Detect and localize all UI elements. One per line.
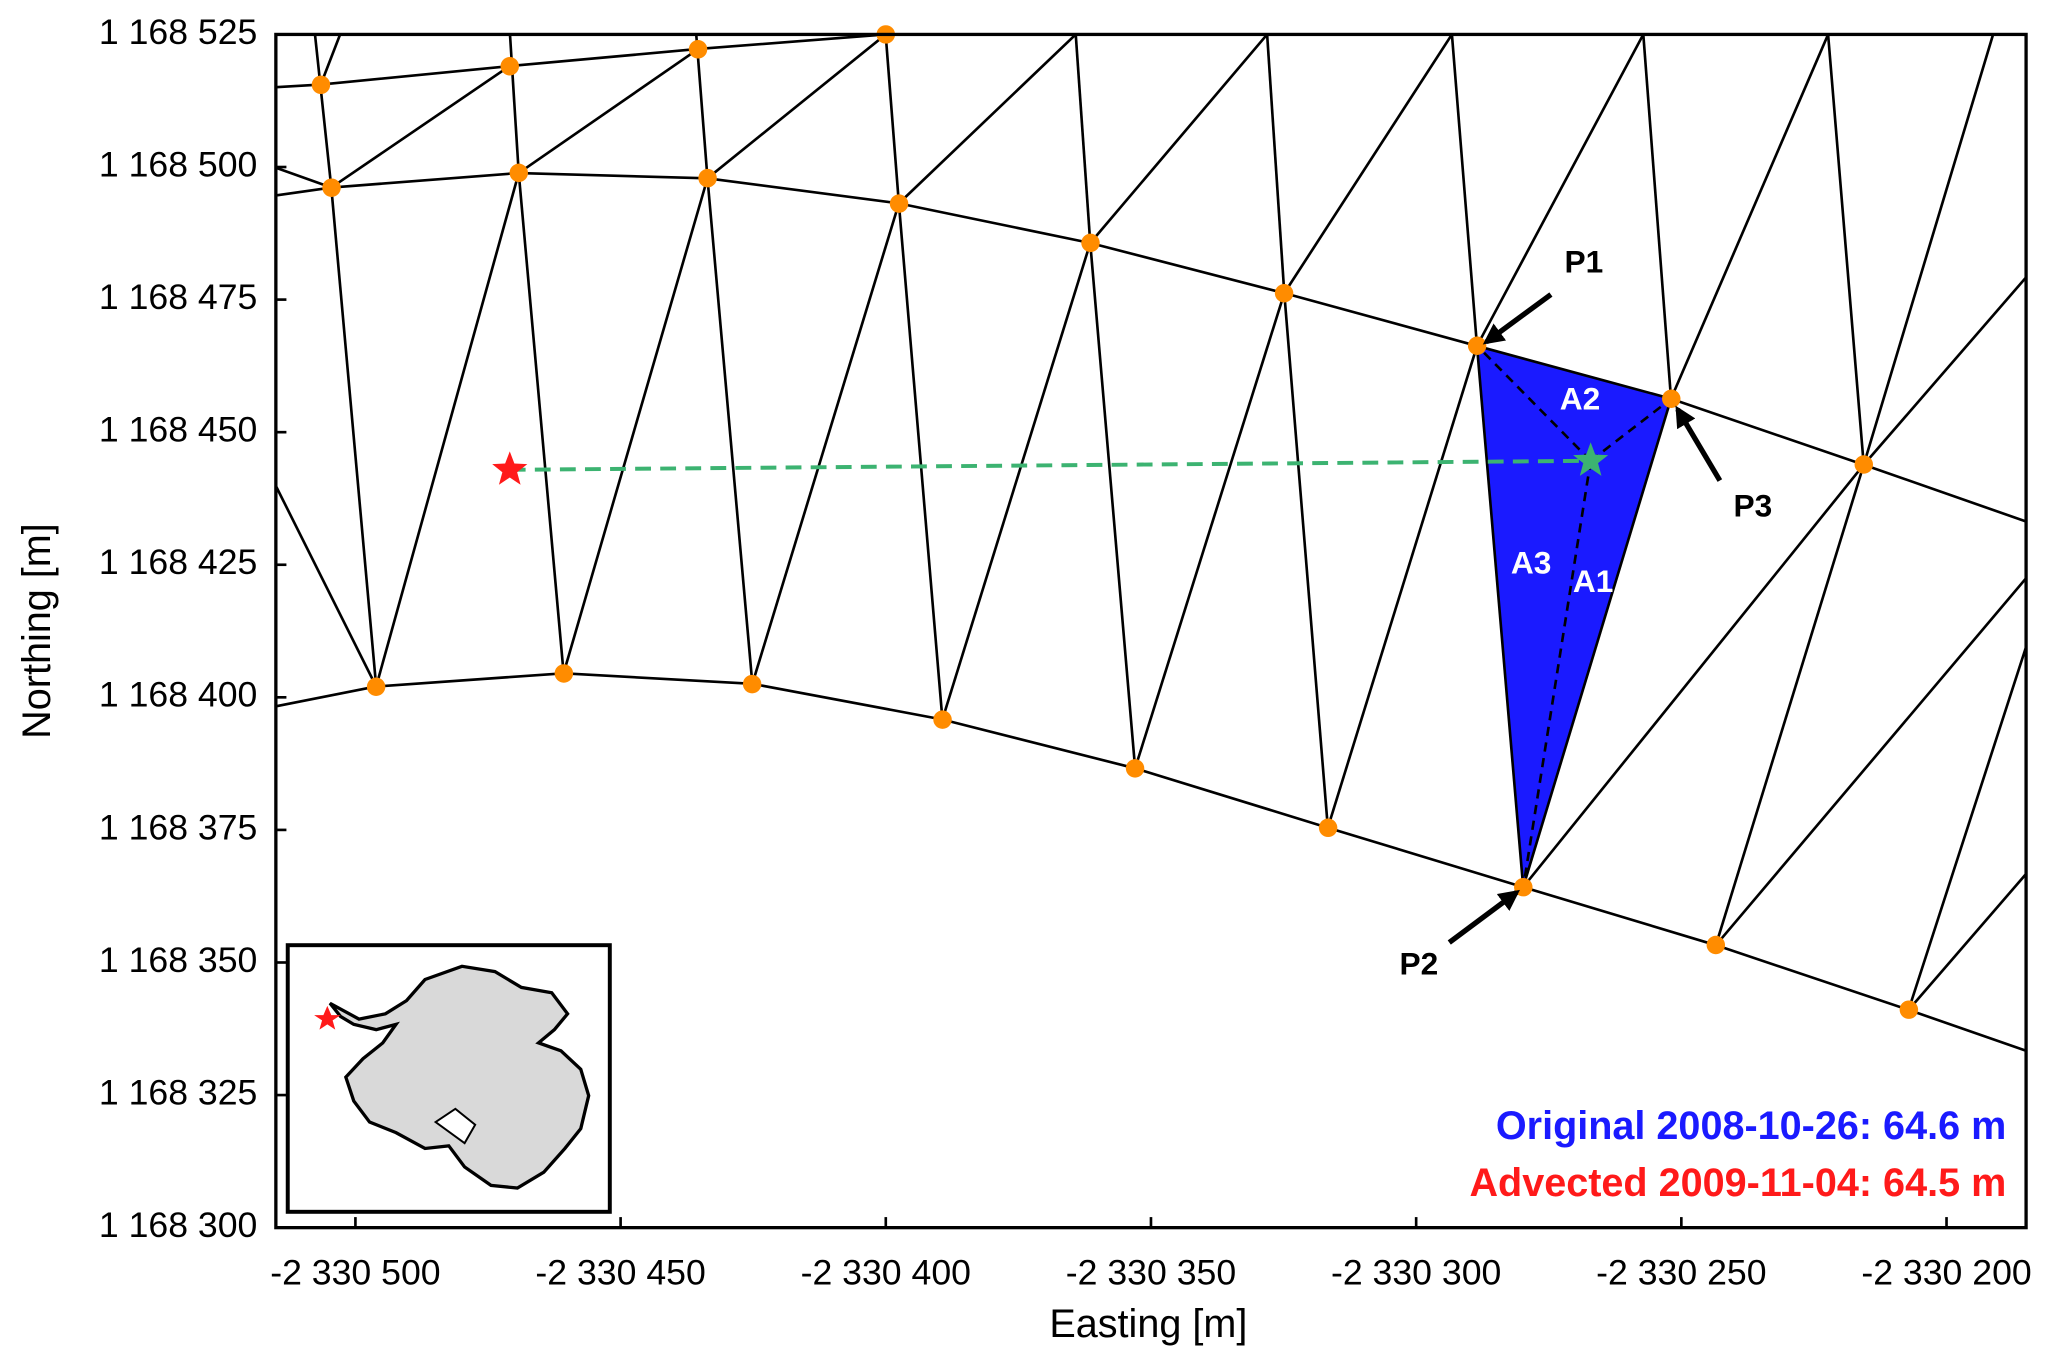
y-tick-label: 1 168 350 [99,940,258,980]
mesh-node [742,674,762,694]
mesh-node [322,178,341,197]
y-tick-label: 1 168 475 [99,277,258,317]
mesh-node [1467,336,1487,355]
original-point [1573,442,1609,476]
y-tick-label: 1 168 375 [99,807,258,847]
mesh-node [1899,1000,1919,1019]
mesh-node [1854,455,1874,474]
mesh-node [366,677,386,696]
mesh-node [1662,389,1681,409]
mesh-node [1318,818,1338,838]
mesh-node [1706,935,1726,955]
inset-map [285,943,612,1214]
x-tick-label: -2 330 450 [535,1253,705,1293]
split-line [1476,344,1592,462]
x-tick-label: -2 330 250 [1596,1253,1766,1293]
mesh-node [698,168,717,188]
vertex-label: P1 [1565,243,1604,279]
area-label: A3 [1511,544,1551,580]
triangle [1477,345,1672,888]
legend-text: Advected 2009-11-04: 64.5 m [1469,1161,2006,1205]
legend-text: Original 2008-10-26: 64.6 m [1496,1104,2006,1148]
mesh-node [1274,283,1294,303]
y-axis-label: Northing [m] [15,523,59,739]
mesh-node [311,75,331,95]
mesh-node [500,57,519,76]
y-tick-label: 1 168 325 [99,1072,258,1112]
mesh-node [688,40,708,59]
mesh-node [509,163,529,183]
y-tick-label: 1 168 525 [99,12,258,52]
mesh-node [889,194,909,213]
arrows [1447,292,1723,945]
x-tick-label: -2 330 500 [270,1253,440,1293]
split-line [1521,460,1592,888]
x-tick-label: -2 330 400 [801,1253,971,1293]
y-tick-label: 1 168 425 [99,542,258,582]
x-tick-label: -2 330 350 [1066,1253,1236,1293]
mesh-node [933,710,952,729]
y-tick-label: 1 168 400 [99,675,258,715]
y-tick-label: 1 168 450 [99,410,258,450]
vertex-label: P2 [1400,946,1439,982]
x-tick-label: -2 330 200 [1861,1253,2031,1293]
vertex-label: P3 [1733,488,1772,524]
x-tick-label: -2 330 300 [1331,1253,1501,1293]
mesh-node [1125,759,1145,778]
split-line [1589,397,1673,462]
mesh [275,34,2027,1053]
mesh-node [554,664,574,683]
x-axis-label: Easting [m] [1049,1302,1247,1346]
y-tick-label: 1 168 500 [99,144,258,184]
area-label: A2 [1560,381,1600,417]
advection-path [509,458,1591,472]
advected-point [492,451,528,485]
mesh-node [1081,233,1100,253]
y-tick-label: 1 168 300 [99,1205,258,1245]
area-label: A1 [1573,563,1613,599]
